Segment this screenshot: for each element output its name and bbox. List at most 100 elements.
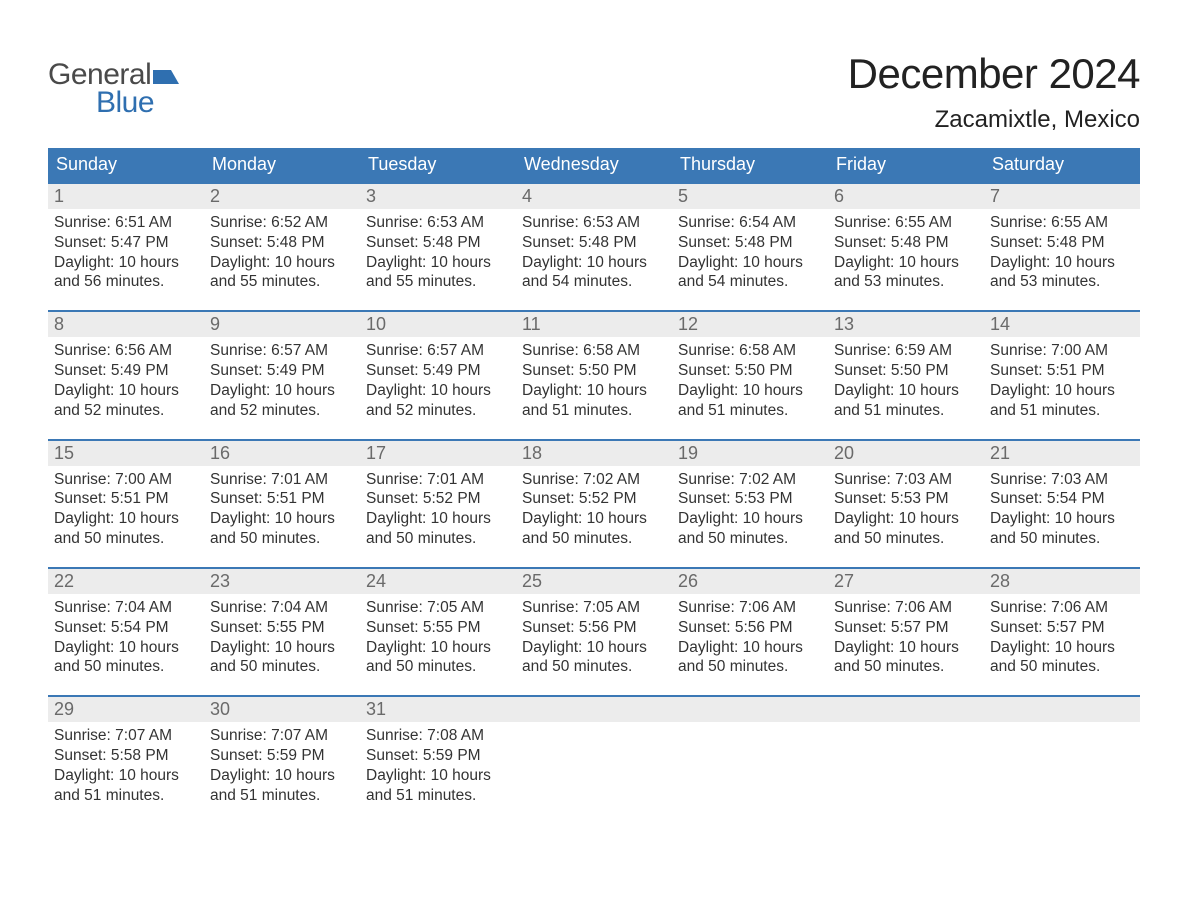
- day-number-row: [828, 697, 984, 722]
- daylight-line-1: Daylight: 10 hours: [990, 253, 1134, 273]
- sunrise-line: Sunrise: 7:00 AM: [54, 470, 198, 490]
- sunset-line: Sunset: 5:53 PM: [834, 489, 978, 509]
- sunset-line: Sunset: 5:50 PM: [522, 361, 666, 381]
- day-body: Sunrise: 7:08 AMSunset: 5:59 PMDaylight:…: [360, 722, 516, 809]
- daylight-line-2: and 54 minutes.: [678, 272, 822, 292]
- weekday-header-cell: Monday: [204, 148, 360, 182]
- day-body: Sunrise: 6:57 AMSunset: 5:49 PMDaylight:…: [204, 337, 360, 424]
- day-number: 11: [522, 314, 541, 334]
- day-number: 9: [210, 314, 220, 334]
- logo: General Blue: [48, 58, 179, 120]
- sunset-line: Sunset: 5:52 PM: [366, 489, 510, 509]
- sunrise-line: Sunrise: 6:53 AM: [522, 213, 666, 233]
- daylight-line-1: Daylight: 10 hours: [210, 381, 354, 401]
- daylight-line-1: Daylight: 10 hours: [678, 509, 822, 529]
- day-body: Sunrise: 7:01 AMSunset: 5:52 PMDaylight:…: [360, 466, 516, 553]
- daylight-line-1: Daylight: 10 hours: [366, 766, 510, 786]
- day-number: 22: [54, 571, 74, 591]
- day-number-row: 27: [828, 569, 984, 594]
- sunset-line: Sunset: 5:54 PM: [990, 489, 1134, 509]
- day-cell: 16Sunrise: 7:01 AMSunset: 5:51 PMDayligh…: [204, 441, 360, 553]
- day-number-row: 26: [672, 569, 828, 594]
- day-number: 31: [366, 699, 386, 719]
- day-body: Sunrise: 7:07 AMSunset: 5:59 PMDaylight:…: [204, 722, 360, 809]
- daylight-line-1: Daylight: 10 hours: [834, 253, 978, 273]
- day-cell: [828, 697, 984, 809]
- sunset-line: Sunset: 5:48 PM: [990, 233, 1134, 253]
- day-number-row: 9: [204, 312, 360, 337]
- day-number: 1: [54, 186, 64, 206]
- day-cell: [672, 697, 828, 809]
- sunset-line: Sunset: 5:49 PM: [210, 361, 354, 381]
- daylight-line-2: and 55 minutes.: [366, 272, 510, 292]
- daylight-line-1: Daylight: 10 hours: [522, 253, 666, 273]
- daylight-line-1: Daylight: 10 hours: [678, 638, 822, 658]
- sunrise-line: Sunrise: 6:51 AM: [54, 213, 198, 233]
- sunset-line: Sunset: 5:55 PM: [210, 618, 354, 638]
- day-number: 12: [678, 314, 698, 334]
- day-body: Sunrise: 6:57 AMSunset: 5:49 PMDaylight:…: [360, 337, 516, 424]
- day-body: Sunrise: 6:53 AMSunset: 5:48 PMDaylight:…: [360, 209, 516, 296]
- day-number-row: 17: [360, 441, 516, 466]
- weekday-header-cell: Thursday: [672, 148, 828, 182]
- day-body: Sunrise: 6:58 AMSunset: 5:50 PMDaylight:…: [672, 337, 828, 424]
- daylight-line-2: and 56 minutes.: [54, 272, 198, 292]
- daylight-line-2: and 50 minutes.: [210, 657, 354, 677]
- daylight-line-2: and 51 minutes.: [522, 401, 666, 421]
- sunset-line: Sunset: 5:58 PM: [54, 746, 198, 766]
- daylight-line-1: Daylight: 10 hours: [678, 253, 822, 273]
- day-body: Sunrise: 7:06 AMSunset: 5:57 PMDaylight:…: [984, 594, 1140, 681]
- day-body: Sunrise: 6:52 AMSunset: 5:48 PMDaylight:…: [204, 209, 360, 296]
- header: General Blue December 2024 Zacamixtle, M…: [48, 50, 1140, 134]
- day-body: Sunrise: 7:05 AMSunset: 5:55 PMDaylight:…: [360, 594, 516, 681]
- daylight-line-1: Daylight: 10 hours: [210, 509, 354, 529]
- daylight-line-1: Daylight: 10 hours: [366, 509, 510, 529]
- day-body: [516, 722, 672, 802]
- daylight-line-1: Daylight: 10 hours: [990, 509, 1134, 529]
- day-number-row: 20: [828, 441, 984, 466]
- sunrise-line: Sunrise: 6:53 AM: [366, 213, 510, 233]
- day-number: 13: [834, 314, 854, 334]
- daylight-line-2: and 51 minutes.: [366, 786, 510, 806]
- day-number: 24: [366, 571, 386, 591]
- daylight-line-1: Daylight: 10 hours: [54, 638, 198, 658]
- weekday-header-cell: Wednesday: [516, 148, 672, 182]
- daylight-line-2: and 52 minutes.: [366, 401, 510, 421]
- day-number-row: 25: [516, 569, 672, 594]
- day-number-row: 29: [48, 697, 204, 722]
- day-number: 26: [678, 571, 698, 591]
- day-cell: 9 Sunrise: 6:57 AMSunset: 5:49 PMDaylight…: [204, 312, 360, 424]
- day-number: 23: [210, 571, 230, 591]
- day-number: 5: [678, 186, 688, 206]
- day-cell: 15Sunrise: 7:00 AMSunset: 5:51 PMDayligh…: [48, 441, 204, 553]
- daylight-line-1: Daylight: 10 hours: [54, 253, 198, 273]
- day-body: Sunrise: 7:04 AMSunset: 5:54 PMDaylight:…: [48, 594, 204, 681]
- sunrise-line: Sunrise: 6:55 AM: [834, 213, 978, 233]
- day-body: Sunrise: 7:06 AMSunset: 5:57 PMDaylight:…: [828, 594, 984, 681]
- sunset-line: Sunset: 5:54 PM: [54, 618, 198, 638]
- day-body: Sunrise: 6:59 AMSunset: 5:50 PMDaylight:…: [828, 337, 984, 424]
- day-number-row: 6: [828, 184, 984, 209]
- sunset-line: Sunset: 5:57 PM: [834, 618, 978, 638]
- day-number-row: 7: [984, 184, 1140, 209]
- day-number-row: 22: [48, 569, 204, 594]
- day-number: 18: [522, 443, 542, 463]
- daylight-line-2: and 50 minutes.: [990, 529, 1134, 549]
- day-body: Sunrise: 6:51 AMSunset: 5:47 PMDaylight:…: [48, 209, 204, 296]
- day-cell: 25Sunrise: 7:05 AMSunset: 5:56 PMDayligh…: [516, 569, 672, 681]
- daylight-line-1: Daylight: 10 hours: [990, 381, 1134, 401]
- day-number-row: 10: [360, 312, 516, 337]
- week-row: 22 Sunrise: 7:04 AMSunset: 5:54 PMDayligh…: [48, 567, 1140, 681]
- day-number-row: 4: [516, 184, 672, 209]
- day-cell: 31 Sunrise: 7:08 AMSunset: 5:59 PMDayligh…: [360, 697, 516, 809]
- day-body: Sunrise: 7:00 AMSunset: 5:51 PMDaylight:…: [48, 466, 204, 553]
- day-number: 7: [990, 186, 1000, 206]
- daylight-line-2: and 50 minutes.: [990, 657, 1134, 677]
- sunset-line: Sunset: 5:48 PM: [366, 233, 510, 253]
- daylight-line-2: and 53 minutes.: [834, 272, 978, 292]
- sunset-line: Sunset: 5:51 PM: [210, 489, 354, 509]
- sunset-line: Sunset: 5:48 PM: [678, 233, 822, 253]
- sunrise-line: Sunrise: 6:55 AM: [990, 213, 1134, 233]
- day-cell: 12 Sunrise: 6:58 AMSunset: 5:50 PMDayligh…: [672, 312, 828, 424]
- daylight-line-2: and 50 minutes.: [366, 529, 510, 549]
